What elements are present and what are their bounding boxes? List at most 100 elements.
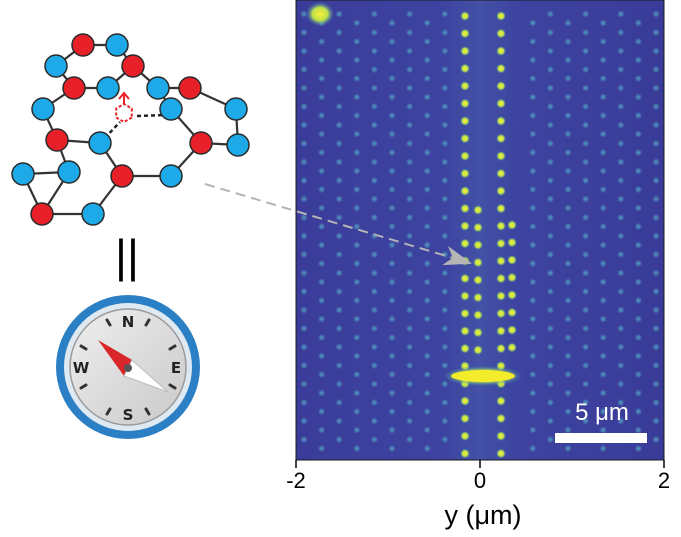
chain-site bbox=[460, 238, 470, 249]
lattice-site bbox=[423, 277, 432, 287]
lattice-site bbox=[563, 296, 573, 305]
chain-site bbox=[460, 448, 470, 459]
lattice-site bbox=[299, 139, 309, 148]
lattice-site bbox=[616, 46, 625, 56]
lattice-site bbox=[634, 92, 643, 102]
lattice-site bbox=[546, 250, 555, 259]
chain-site bbox=[507, 307, 517, 318]
lattice-site bbox=[299, 250, 309, 259]
lattice-site bbox=[581, 157, 590, 167]
lattice-site bbox=[528, 129, 537, 139]
chain-site bbox=[496, 221, 506, 231]
lattice-site bbox=[599, 203, 608, 213]
lattice-site bbox=[405, 194, 414, 204]
lattice-site bbox=[599, 259, 608, 268]
lattice-site bbox=[651, 250, 661, 259]
chain-site bbox=[473, 327, 483, 338]
lattice-site bbox=[335, 65, 344, 74]
lattice-site bbox=[440, 46, 449, 56]
lattice-site bbox=[546, 435, 555, 444]
lattice-site bbox=[651, 46, 661, 56]
lattice-site bbox=[387, 222, 397, 231]
lattice-site bbox=[299, 435, 309, 444]
compass-letter-west: W bbox=[73, 359, 90, 377]
lattice-site-blue bbox=[81, 202, 105, 226]
corner-bright-spot bbox=[306, 2, 334, 26]
lattice-site bbox=[440, 379, 449, 389]
lattice-site bbox=[634, 18, 643, 28]
lattice-site bbox=[335, 213, 344, 222]
lattice-site bbox=[528, 277, 537, 287]
lattice-site bbox=[405, 324, 414, 333]
lattice-site bbox=[370, 305, 379, 315]
lattice-site bbox=[423, 18, 432, 28]
lattice-site bbox=[387, 370, 397, 379]
lattice-site bbox=[634, 37, 643, 46]
lattice-site-blue bbox=[11, 162, 35, 186]
lattice-site bbox=[599, 388, 608, 398]
chain-site bbox=[496, 28, 506, 39]
lattice-site bbox=[423, 148, 432, 157]
lattice-site bbox=[599, 370, 608, 379]
chain-site bbox=[496, 46, 506, 56]
lattice-site bbox=[352, 259, 361, 268]
lattice-site bbox=[299, 9, 309, 19]
lattice-site-blue bbox=[31, 97, 55, 121]
lattice-site bbox=[581, 379, 590, 389]
lattice-site bbox=[616, 305, 625, 315]
lattice-site bbox=[563, 203, 573, 213]
lattice-site bbox=[387, 148, 397, 157]
compass-letter-north: N bbox=[122, 313, 135, 331]
lattice-site bbox=[634, 444, 643, 453]
lattice-site bbox=[581, 231, 590, 241]
lattice-site bbox=[546, 287, 555, 296]
lattice-site bbox=[616, 102, 625, 111]
lattice-site bbox=[370, 28, 379, 37]
lattice-site bbox=[528, 92, 537, 102]
lattice-site bbox=[581, 46, 590, 56]
lattice-site bbox=[370, 398, 379, 407]
lattice-site-red bbox=[121, 54, 145, 78]
lattice-site bbox=[387, 407, 397, 416]
lattice-site bbox=[528, 166, 537, 176]
chain-site bbox=[507, 272, 517, 283]
connector-arrow bbox=[204, 183, 472, 266]
lattice-site bbox=[405, 28, 414, 37]
lattice-site bbox=[317, 333, 326, 342]
lattice-site bbox=[563, 314, 573, 324]
lattice-site bbox=[581, 102, 590, 111]
lattice-site bbox=[299, 102, 309, 111]
lattice-site bbox=[405, 120, 414, 130]
lattice-site bbox=[370, 157, 379, 167]
lattice-site bbox=[599, 333, 608, 342]
lattice-site bbox=[599, 18, 608, 28]
lattice-site bbox=[352, 388, 361, 398]
lattice-site bbox=[651, 287, 661, 296]
lattice-site bbox=[616, 379, 625, 389]
lattice-site bbox=[387, 185, 397, 194]
lattice-site bbox=[352, 129, 361, 139]
lattice-sites bbox=[299, 9, 661, 453]
lattice-site bbox=[299, 46, 309, 56]
lattice-site bbox=[634, 425, 643, 435]
chain-site bbox=[473, 222, 483, 233]
lattice-site-blue bbox=[159, 97, 183, 121]
compass-letter-south: S bbox=[123, 406, 134, 424]
chain-site bbox=[496, 116, 506, 126]
lattice-site bbox=[528, 314, 537, 324]
lattice-site bbox=[528, 55, 537, 65]
lattice-site bbox=[299, 213, 309, 222]
lattice-site bbox=[634, 111, 643, 120]
lattice-site bbox=[634, 55, 643, 65]
lattice-site bbox=[370, 435, 379, 444]
lattice-site bbox=[563, 18, 573, 28]
lattice-site bbox=[352, 407, 361, 416]
lattice-site bbox=[423, 259, 432, 268]
chain-site bbox=[460, 116, 470, 126]
compass-letter-east: E bbox=[171, 359, 181, 377]
scale-bar bbox=[555, 433, 647, 443]
lattice-site bbox=[299, 398, 309, 407]
compass-needle-north bbox=[98, 340, 132, 376]
lattice-site bbox=[634, 296, 643, 305]
lattice-site bbox=[352, 222, 361, 231]
